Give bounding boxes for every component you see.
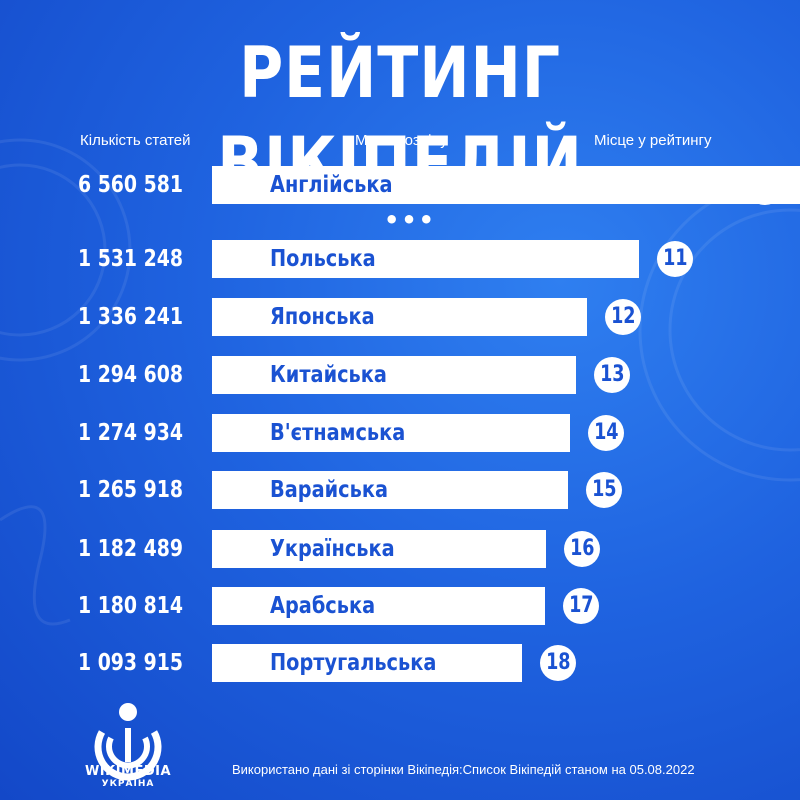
article-count: 1 294 608 bbox=[78, 362, 183, 388]
article-count: 1 265 918 bbox=[78, 477, 183, 503]
logo-text: WIKIMEDIA bbox=[84, 764, 172, 779]
language-label: В'єтнамська bbox=[270, 420, 406, 446]
rank-badge: 11 bbox=[657, 241, 693, 277]
language-label: Японська bbox=[270, 304, 375, 330]
bar bbox=[212, 414, 570, 452]
article-count: 1 531 248 bbox=[78, 246, 183, 272]
header-count: Кількість статей bbox=[80, 132, 191, 149]
rank-badge: 17 bbox=[563, 588, 599, 624]
rank-badge: 14 bbox=[588, 415, 624, 451]
rank-badge: 12 bbox=[605, 299, 641, 335]
rank-badge: 16 bbox=[564, 531, 600, 567]
article-count: 1 182 489 bbox=[78, 536, 183, 562]
bar bbox=[212, 644, 522, 682]
language-label: Арабська bbox=[270, 593, 376, 619]
bar bbox=[212, 166, 800, 204]
footnote: Використано дані зі сторінки Вікіпедія:С… bbox=[232, 762, 695, 777]
article-count: 1 336 241 bbox=[78, 304, 183, 330]
bar bbox=[212, 587, 545, 625]
language-label: Варайська bbox=[270, 477, 388, 503]
bar bbox=[212, 530, 546, 568]
bar bbox=[212, 471, 568, 509]
rank-badge: 18 bbox=[540, 645, 576, 681]
language-label: Португальська bbox=[270, 650, 437, 676]
article-count: 1 180 814 bbox=[78, 593, 183, 619]
language-label: Китайська bbox=[270, 362, 387, 388]
bar bbox=[212, 356, 576, 394]
article-count: 1 274 934 bbox=[78, 420, 183, 446]
logo-subtext: УКРАЇНА bbox=[101, 779, 155, 789]
wikimedia-logo bbox=[94, 703, 162, 781]
language-label: Англійська bbox=[270, 172, 393, 198]
header-language: Мова розділу bbox=[355, 132, 448, 149]
rank-badge: 1 bbox=[746, 167, 784, 205]
article-count: 6 560 581 bbox=[78, 172, 183, 198]
bar bbox=[212, 298, 587, 336]
rank-badge: 13 bbox=[594, 357, 630, 393]
header-rank: Місце у рейтингу bbox=[594, 132, 712, 149]
language-label: Польська bbox=[270, 246, 376, 272]
rank-badge: 15 bbox=[586, 472, 622, 508]
gap-marker: ••• bbox=[384, 206, 437, 234]
article-count: 1 093 915 bbox=[78, 650, 183, 676]
language-label: Українська bbox=[270, 536, 395, 562]
bar bbox=[212, 240, 639, 278]
